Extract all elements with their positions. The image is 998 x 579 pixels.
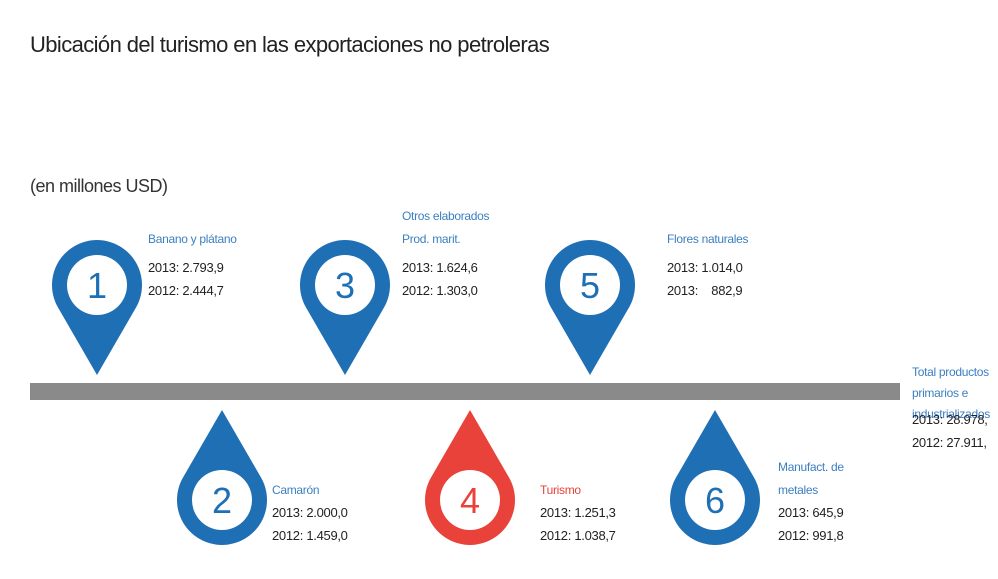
pin-label: Otros elaborados (402, 209, 490, 223)
pin-inner (440, 470, 500, 530)
pin-number: 5 (580, 265, 600, 306)
pin-value: 2013: 2.793,9 (148, 260, 224, 275)
pin-label: Manufact. de (778, 460, 844, 474)
pin-label: Banano y plátano (148, 232, 237, 246)
pin-inner (685, 470, 745, 530)
pin-value: 2013: 1.624,6 (402, 260, 478, 275)
pin-value: 2013: 645,9 (778, 505, 843, 520)
pin-number: 6 (705, 480, 725, 521)
total-label: industrializados (912, 407, 990, 421)
pin-value: 2013: 1.014,0 (667, 260, 743, 275)
pin-value: 2013: 882,9 (667, 283, 742, 298)
pin-inner (192, 470, 252, 530)
pin-inner (560, 255, 620, 315)
pin-value: 2012: 1.459,0 (272, 528, 348, 543)
pin-label: Turismo (540, 483, 581, 497)
pin-value: 2012: 2.444,7 (148, 283, 224, 298)
pin-value: 2012: 1.303,0 (402, 283, 478, 298)
pin-label: Flores naturales (667, 232, 749, 246)
pin-label: Camarón (272, 483, 319, 497)
total-label: primarios e (912, 386, 969, 400)
total-value: 2012: 27.911, (912, 435, 987, 450)
pin-value: 2013: 1.251,3 (540, 505, 616, 520)
pin-number: 2 (212, 480, 232, 521)
total-value: 2013: 28.978, (912, 412, 988, 427)
pin-label: Prod. marit. (402, 232, 460, 246)
pin-label: metales (778, 483, 818, 497)
pin-value: 2012: 991,8 (778, 528, 843, 543)
total-label: Total productos (912, 365, 989, 379)
timeline-bar (30, 383, 900, 400)
pin-number: 4 (460, 480, 480, 521)
title: Ubicación del turismo en las exportacion… (30, 32, 550, 57)
pin-inner (315, 255, 375, 315)
pin-inner (67, 255, 127, 315)
subtitle: (en millones USD) (30, 176, 168, 196)
pin-number: 1 (87, 265, 107, 306)
pin-value: 2013: 2.000,0 (272, 505, 348, 520)
pin-number: 3 (335, 265, 355, 306)
pin-value: 2012: 1.038,7 (540, 528, 616, 543)
